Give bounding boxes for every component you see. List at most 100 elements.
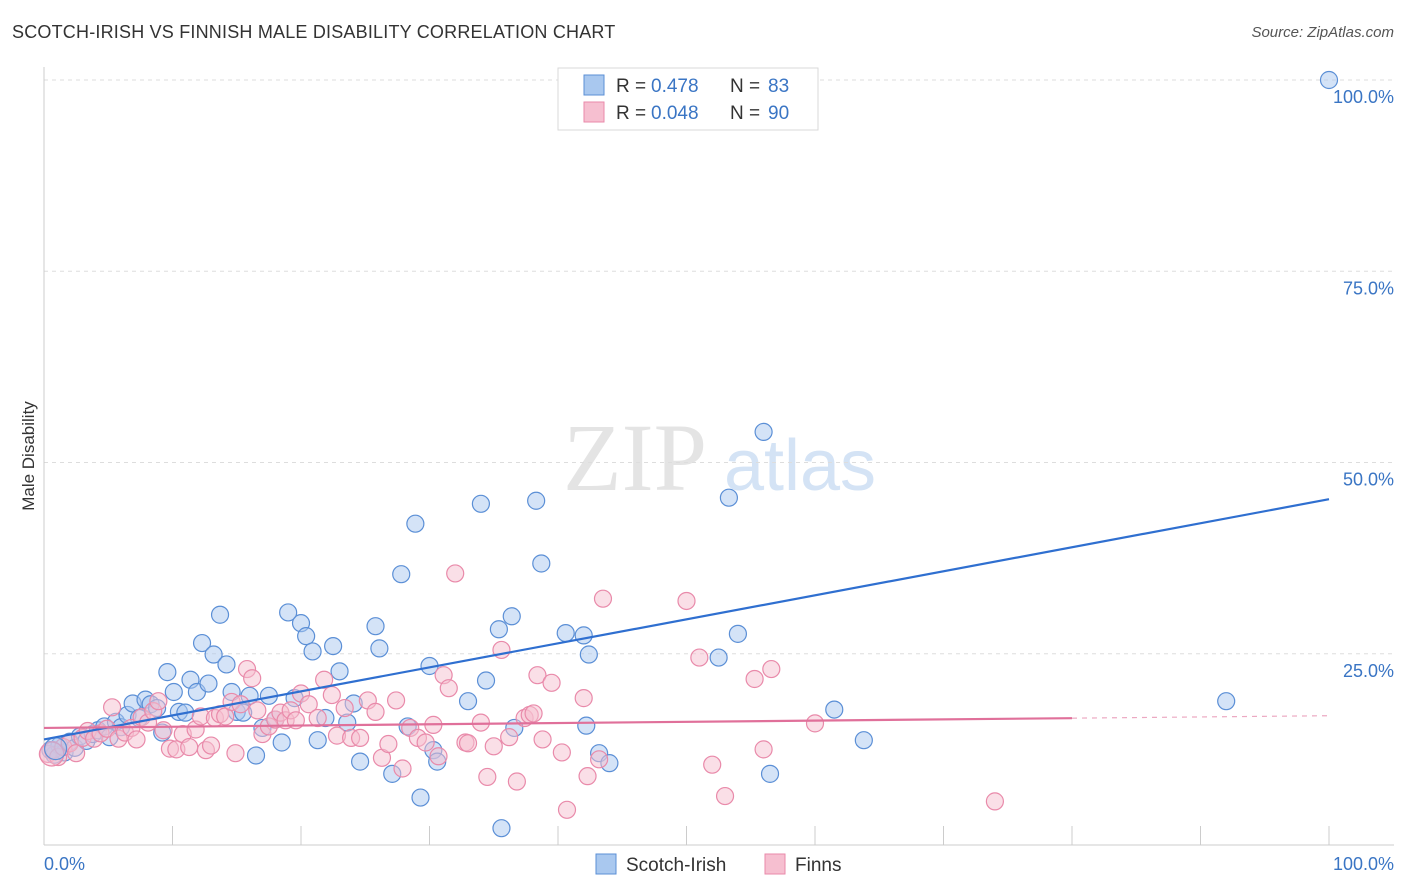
point-finns-83 — [557, 800, 577, 819]
point-scotch-irish-71 — [532, 554, 551, 573]
bottom-legend-label-finns: Finns — [795, 855, 841, 876]
legend-swatch-finns — [583, 101, 605, 123]
point-finns-74 — [500, 728, 519, 747]
y-tick-label-75: 75.0% — [1343, 278, 1394, 298]
trendline-ext-finns — [1071, 715, 1330, 719]
point-finns-93 — [754, 740, 773, 759]
point-finns-85 — [578, 767, 597, 786]
bottom-legend-swatch-scotch-irish — [595, 853, 617, 875]
grid-layer — [44, 79, 1394, 655]
point-finns-71 — [478, 767, 497, 787]
point-scotch-irish-41 — [279, 603, 298, 622]
y-tick-labels: 25.0% 50.0% 75.0% 100.0% — [1333, 87, 1394, 681]
point-scotch-irish-86 — [1319, 70, 1339, 90]
point-finns-87 — [593, 589, 613, 608]
point-scotch-irish-54 — [370, 639, 389, 658]
point-finns-80 — [533, 730, 552, 749]
point-finns-62 — [416, 733, 435, 752]
point-finns-81 — [542, 673, 561, 692]
point-scotch-irish-73 — [574, 626, 593, 645]
point-finns-89 — [690, 648, 709, 667]
points-layer — [38, 70, 1339, 838]
point-scotch-irish-82 — [760, 764, 780, 783]
y-tick-label-25: 25.0% — [1343, 661, 1394, 681]
point-scotch-irish-52 — [351, 752, 370, 771]
series-finns — [38, 564, 1005, 819]
point-scotch-irish-21 — [158, 663, 177, 682]
point-finns-46 — [299, 695, 318, 714]
legend-r-label-finns: R = — [616, 103, 646, 124]
axes-layer — [43, 67, 1394, 846]
point-scotch-irish-46 — [308, 731, 327, 750]
point-scotch-irish-45 — [303, 642, 322, 661]
point-finns-5 — [67, 744, 86, 763]
cluster-scotch-irish — [43, 737, 68, 761]
point-scotch-irish-53 — [366, 617, 385, 636]
trendline-scotch-irish — [43, 498, 1330, 741]
point-scotch-irish-84 — [854, 731, 873, 750]
point-finns-11 — [103, 698, 122, 717]
point-finns-47 — [308, 708, 327, 728]
trend-layer — [43, 498, 1330, 741]
point-finns-86 — [590, 750, 609, 769]
point-finns-70 — [471, 713, 490, 732]
point-finns-90 — [703, 755, 722, 774]
point-finns-53 — [351, 728, 370, 748]
point-scotch-irish-56 — [392, 565, 411, 584]
point-finns-78 — [524, 704, 543, 723]
point-scotch-irish-75 — [579, 645, 598, 664]
point-scotch-irish-48 — [324, 636, 343, 656]
point-scotch-irish-81 — [754, 422, 773, 441]
point-scotch-irish-22 — [164, 682, 183, 702]
point-scotch-irish-36 — [246, 746, 266, 765]
point-scotch-irish-80 — [728, 624, 748, 643]
point-scotch-irish-58 — [406, 514, 425, 533]
point-finns-33 — [226, 744, 245, 763]
point-finns-67 — [446, 564, 465, 583]
legend-n-value-scotch-irish: 83 — [768, 76, 789, 97]
legend-n-value-finns: 90 — [768, 103, 789, 124]
point-finns-64 — [429, 747, 448, 766]
bottom-legend: Scotch-Irish Finns — [595, 853, 841, 876]
point-finns-24 — [180, 737, 199, 757]
bottom-legend-label-scotch-irish: Scotch-Irish — [626, 855, 726, 876]
point-finns-19 — [149, 692, 168, 711]
y-axis-title: Male Disability — [19, 401, 38, 511]
point-finns-96 — [985, 792, 1005, 811]
point-scotch-irish-72 — [556, 623, 575, 643]
point-scotch-irish-63 — [458, 692, 478, 711]
point-finns-82 — [552, 743, 571, 762]
point-finns-75 — [507, 772, 526, 791]
legend-r-value-scotch-irish: 0.478 — [651, 76, 699, 97]
point-scotch-irish-27 — [192, 633, 212, 653]
point-finns-55 — [366, 702, 385, 721]
point-scotch-irish-70 — [527, 491, 546, 510]
point-finns-84 — [574, 689, 593, 708]
point-finns-91 — [715, 786, 735, 806]
point-scotch-irish-79 — [719, 488, 739, 507]
point-finns-37 — [248, 701, 267, 720]
point-scotch-irish-83 — [825, 700, 844, 719]
x-tick-marks — [172, 826, 1330, 845]
point-scotch-irish-59 — [411, 788, 430, 807]
point-finns-79 — [528, 666, 547, 685]
point-scotch-irish-74 — [577, 716, 596, 735]
y-tick-label-100: 100.0% — [1333, 87, 1394, 107]
legend-swatch-scotch-irish — [583, 74, 605, 96]
y-tick-label-50: 50.0% — [1343, 470, 1394, 490]
point-scotch-irish-65 — [476, 671, 496, 690]
legend-box: R = 0.478 N = 83 R = 0.048 N = 90 — [557, 67, 819, 131]
point-finns-20 — [154, 721, 173, 740]
point-finns-95 — [805, 714, 825, 733]
point-scotch-irish-40 — [272, 733, 291, 752]
point-scotch-irish-67 — [492, 819, 511, 838]
point-finns-72 — [484, 737, 503, 756]
point-finns-15 — [127, 730, 146, 749]
chart-source: Source: ZipAtlas.com — [1251, 24, 1394, 41]
point-finns-28 — [201, 736, 221, 755]
x-tick-label-max: 100.0% — [1333, 854, 1394, 874]
trendline-finns — [43, 717, 1073, 730]
point-scotch-irish-44 — [297, 627, 316, 646]
bottom-legend-swatch-finns — [764, 853, 786, 875]
